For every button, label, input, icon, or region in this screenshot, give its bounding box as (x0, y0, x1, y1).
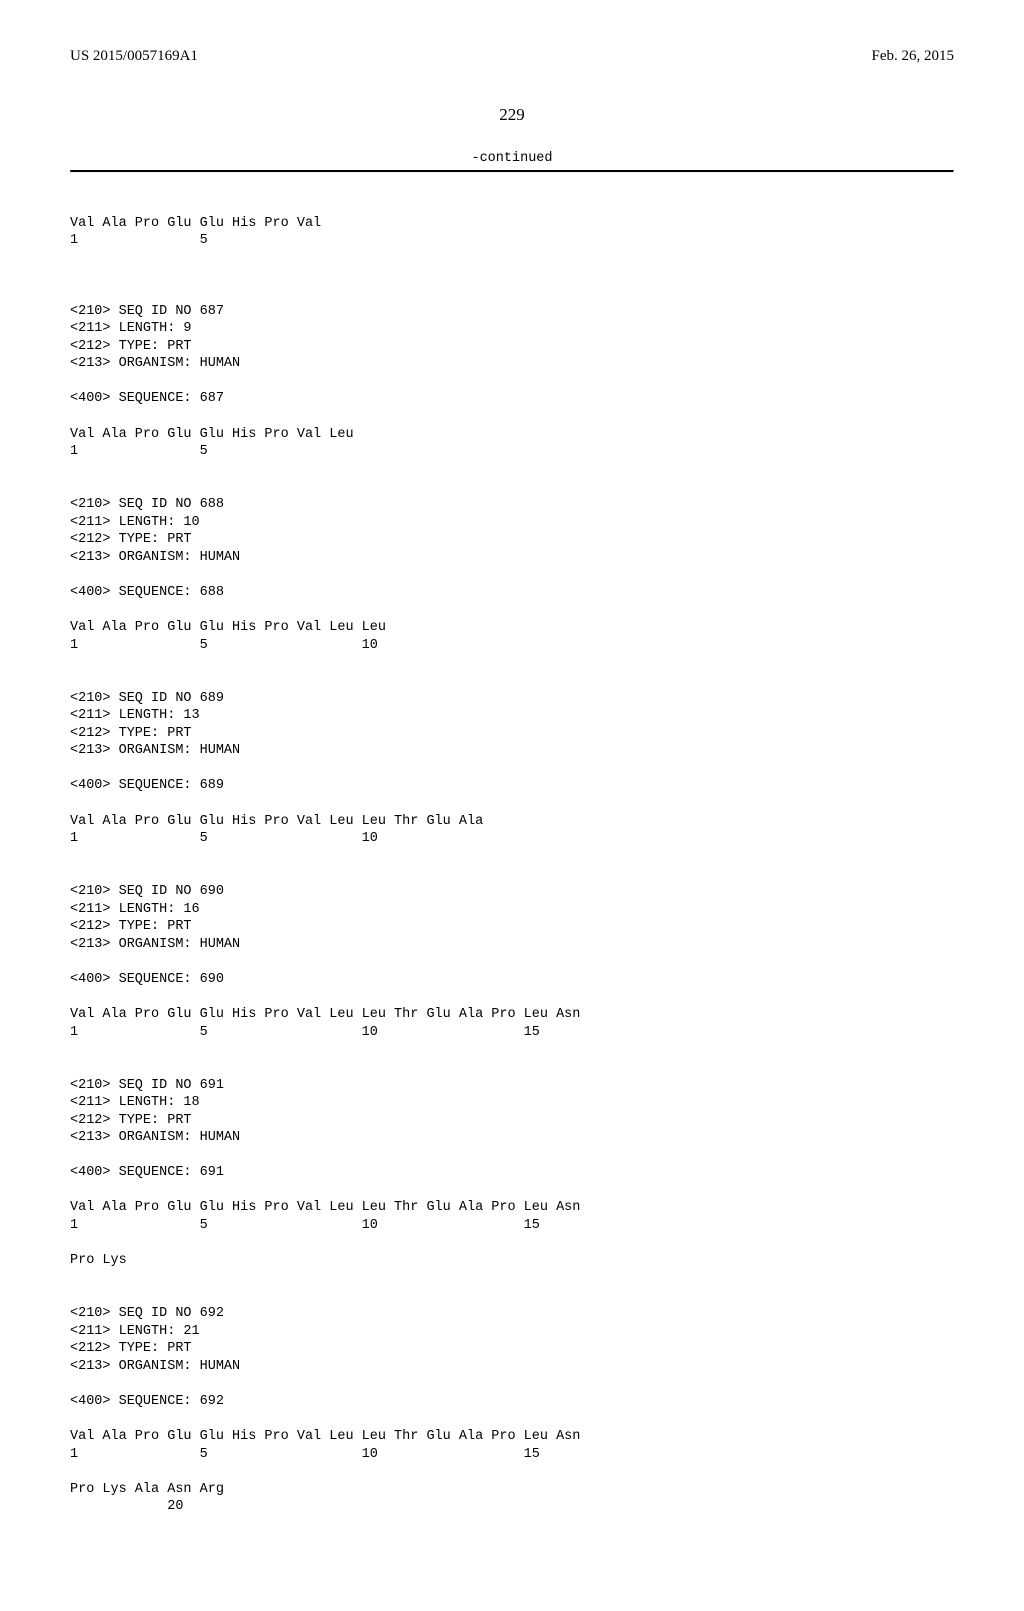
sequence-entry: <210> SEQ ID NO 690 <211> LENGTH: 16 <21… (70, 866, 954, 1041)
sequence-entry: <210> SEQ ID NO 689 <211> LENGTH: 13 <21… (70, 672, 954, 847)
publication-id: US 2015/0057169A1 (70, 48, 198, 65)
page-number: 229 (70, 105, 954, 125)
sequence-entry: <210> SEQ ID NO 687 <211> LENGTH: 9 <212… (70, 285, 954, 460)
sequence-entry: <210> SEQ ID NO 692 <211> LENGTH: 21 <21… (70, 1288, 954, 1516)
sequence-entry: <210> SEQ ID NO 691 <211> LENGTH: 18 <21… (70, 1059, 954, 1270)
sequence-entry: <210> SEQ ID NO 688 <211> LENGTH: 10 <21… (70, 479, 954, 654)
top-sequence: Val Ala Pro Glu Glu His Pro Val 1 5 (70, 215, 954, 250)
top-rule (70, 170, 954, 173)
publication-date: Feb. 26, 2015 (872, 48, 955, 65)
sequence-listing: Val Ala Pro Glu Glu His Pro Val 1 5 <210… (70, 197, 954, 1551)
continued-label: -continued (70, 151, 954, 166)
page-header: US 2015/0057169A1 Feb. 26, 2015 (70, 48, 954, 65)
